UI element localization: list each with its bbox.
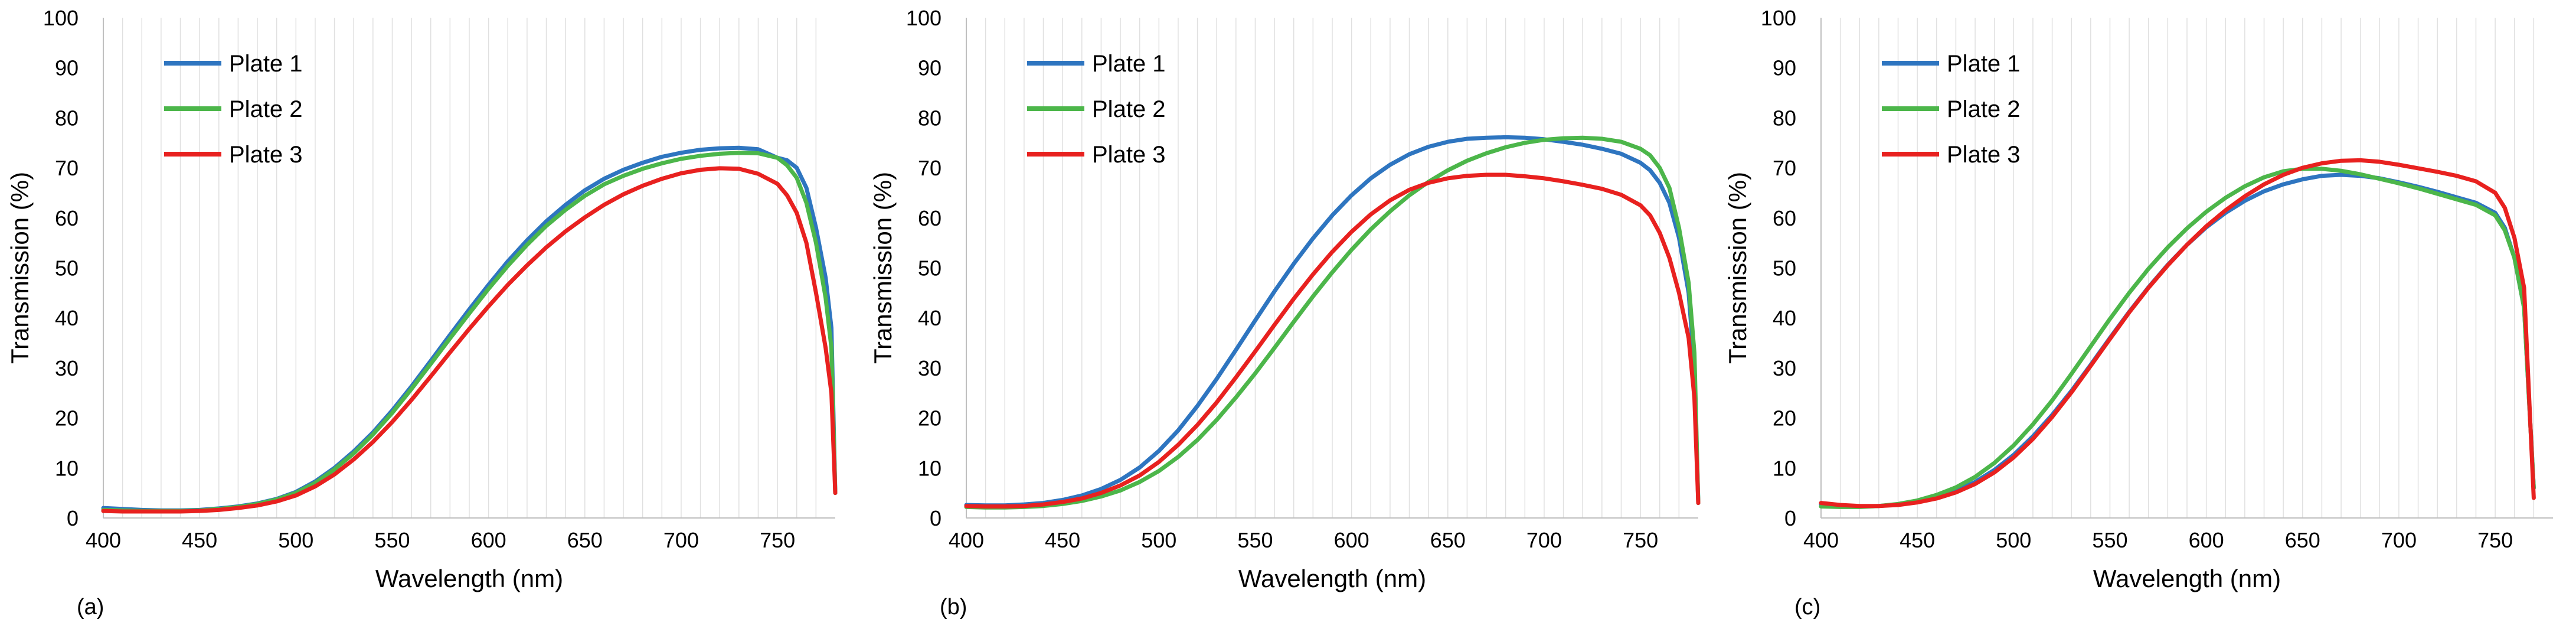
x-tick-label: 750: [1623, 528, 1658, 552]
grid-lines: [1839, 18, 2535, 518]
y-tick-label: 80: [918, 106, 942, 130]
y-tick-label: 0: [67, 506, 79, 530]
y-axis-title: Transmission (%): [869, 172, 897, 364]
y-tick-label: 80: [1773, 106, 1796, 130]
x-tick-label: 650: [567, 528, 603, 552]
y-tick-label: 90: [55, 56, 79, 80]
x-tick-label: 650: [2285, 528, 2320, 552]
panel-label: (c): [1794, 595, 1820, 620]
x-tick-label: 500: [278, 528, 313, 552]
legend-label-plate-1: Plate 1: [229, 51, 303, 77]
chart-panel-a: 0 10 20 30 40 50 60 70 80 90 100 400 450 500 550 600 650…: [6, 6, 838, 620]
y-tick-label: 50: [1773, 256, 1796, 281]
x-tick-label: 600: [471, 528, 506, 552]
y-tick-label: 0: [1784, 506, 1796, 530]
series-line-plate-3: [964, 172, 1701, 509]
series-line-plate-2: [1819, 167, 2536, 509]
x-tick-label: 700: [663, 528, 699, 552]
grid-lines: [122, 18, 817, 518]
x-tick-label: 550: [1237, 528, 1273, 552]
x-tick-label: 700: [2381, 528, 2417, 552]
legend-label-plate-1: Plate 1: [1947, 51, 2021, 77]
chart-panel-c: 0 10 20 30 40 50 60 70 80 90 100 400 450 500 550 600 650…: [1724, 6, 2553, 620]
legend: Plate 1 Plate 2 Plate 3: [1882, 51, 2021, 168]
x-axis-title: Wavelength (nm): [1238, 565, 1426, 592]
series-line-plate-1: [964, 135, 1701, 508]
x-tick-label: 600: [2189, 528, 2224, 552]
y-tick-label: 40: [1773, 306, 1796, 330]
y-tick-label: 60: [918, 206, 942, 230]
legend-label-plate-3: Plate 3: [1947, 142, 2021, 168]
y-tick-label: 30: [918, 356, 942, 380]
y-axis-title: Transmission (%): [6, 172, 34, 364]
y-tick-label: 70: [1773, 156, 1796, 180]
x-tick-label: 750: [760, 528, 795, 552]
y-tick-label: 90: [918, 56, 942, 80]
x-tick-label: 500: [1996, 528, 2031, 552]
series-line-plate-2: [964, 135, 1701, 510]
x-tick-label: 650: [1430, 528, 1466, 552]
y-tick-label: 100: [43, 6, 79, 30]
legend-label-plate-3: Plate 3: [1092, 142, 1166, 168]
chart-panel-b: 0 10 20 30 40 50 60 70 80 90 100 400 450 500 550 600 650…: [869, 6, 1701, 620]
x-tick-label: 600: [1334, 528, 1369, 552]
y-tick-label: 60: [1773, 206, 1796, 230]
y-axis-title: Transmission (%): [1724, 172, 1751, 364]
y-tick-label: 10: [1773, 456, 1796, 480]
panel-label: (b): [940, 595, 967, 620]
y-tick-label: 70: [918, 156, 942, 180]
y-tick-label: 90: [1773, 56, 1796, 80]
x-tick-label: 550: [2092, 528, 2127, 552]
x-tick-label: 550: [374, 528, 410, 552]
x-tick-label: 400: [1803, 528, 1839, 552]
y-tick-label: 30: [55, 356, 79, 380]
x-tick-label: 400: [86, 528, 121, 552]
y-tick-label: 0: [930, 506, 942, 530]
y-tick-label: 70: [55, 156, 79, 180]
x-tick-label: 500: [1141, 528, 1176, 552]
x-tick-label: 400: [949, 528, 984, 552]
y-tick-label: 20: [918, 406, 942, 431]
panel-label: (a): [77, 595, 104, 620]
legend: Plate 1 Plate 2 Plate 3: [1027, 51, 1166, 168]
series-line-plate-1: [1819, 172, 2536, 509]
y-tick-label: 40: [55, 306, 79, 330]
y-tick-label: 20: [55, 406, 79, 431]
legend-label-plate-1: Plate 1: [1092, 51, 1166, 77]
y-tick-label: 10: [918, 456, 942, 480]
y-tick-label: 10: [55, 456, 79, 480]
x-tick-label: 750: [2477, 528, 2513, 552]
y-tick-label: 50: [918, 256, 942, 281]
y-tick-label: 100: [1761, 6, 1796, 30]
y-tick-label: 100: [906, 6, 942, 30]
y-tick-label: 60: [55, 206, 79, 230]
legend-label-plate-3: Plate 3: [229, 142, 303, 168]
y-tick-label: 40: [918, 306, 942, 330]
x-tick-label: 450: [182, 528, 217, 552]
y-tick-label: 50: [55, 256, 79, 281]
x-axis-title: Wavelength (nm): [375, 565, 563, 592]
x-axis-title: Wavelength (nm): [2093, 565, 2281, 592]
x-tick-label: 450: [1045, 528, 1080, 552]
legend-label-plate-2: Plate 2: [1947, 96, 2021, 122]
legend-label-plate-2: Plate 2: [1092, 96, 1166, 122]
y-tick-label: 30: [1773, 356, 1796, 380]
series-line-plate-3: [101, 166, 838, 514]
legend-label-plate-2: Plate 2: [229, 96, 303, 122]
legend: Plate 1 Plate 2 Plate 3: [164, 51, 303, 168]
grid-lines: [985, 18, 1680, 518]
series-line-plate-3: [1819, 158, 2536, 509]
y-tick-label: 20: [1773, 406, 1796, 431]
x-tick-label: 450: [1900, 528, 1935, 552]
y-tick-label: 80: [55, 106, 79, 130]
x-tick-label: 700: [1526, 528, 1562, 552]
